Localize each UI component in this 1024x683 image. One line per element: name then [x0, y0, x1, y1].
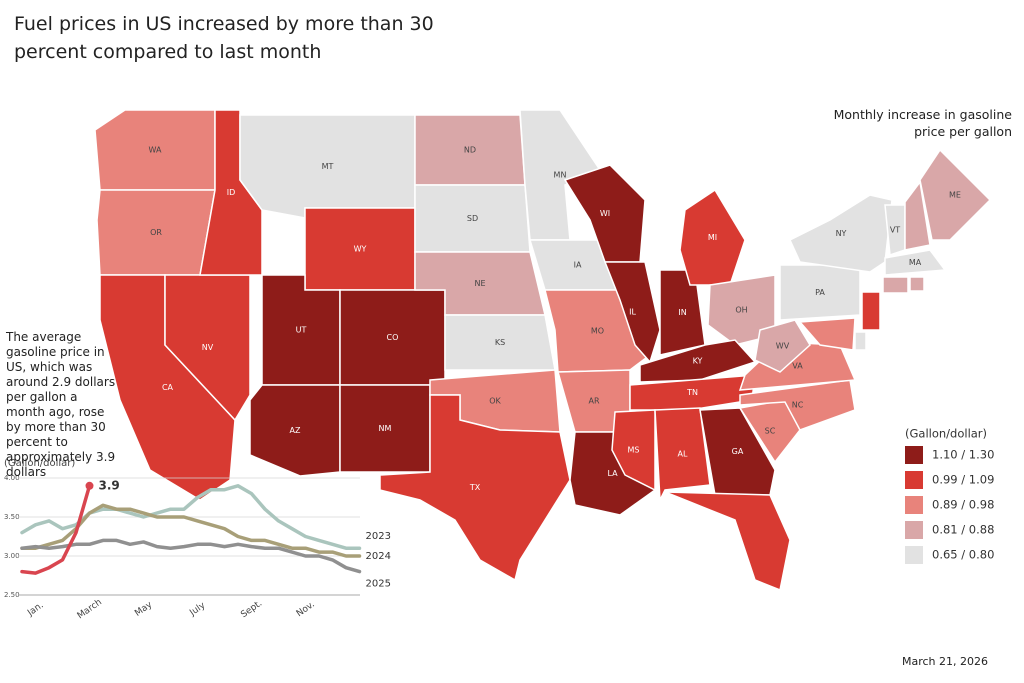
series-line [20, 503, 362, 558]
state [519, 109, 602, 241]
state-label: KY [693, 357, 703, 366]
state-label: MO [591, 327, 604, 336]
y-tick-label: 2.50 [4, 591, 20, 599]
y-axis-label: (Gallon/dollar) [4, 458, 75, 469]
state-label: LA [607, 469, 618, 478]
legend-label: 0.89 / 0.98 [932, 498, 994, 512]
state-label: KS [495, 338, 505, 347]
state-label: VA [792, 362, 803, 371]
series-line [20, 538, 362, 574]
state-label: IN [678, 308, 686, 317]
title: Fuel prices in US increased by more than… [14, 13, 434, 63]
state-label: MN [554, 171, 567, 180]
state-label: NY [836, 229, 847, 238]
series-label: 2025 [366, 579, 391, 590]
legend-unit: (Gallon/dollar) [905, 427, 987, 441]
state-label: ME [949, 191, 961, 200]
legend-swatch [905, 446, 923, 464]
state-label: SD [467, 214, 478, 223]
state [754, 319, 811, 373]
x-tick-label: Jan. [25, 601, 45, 619]
end-point [85, 481, 94, 490]
state-label: MI [708, 233, 717, 242]
state-label: FL [723, 537, 733, 546]
state [904, 180, 931, 251]
y-tick-label: 3.00 [4, 552, 20, 560]
legend-label: 1.10 / 1.30 [932, 448, 994, 462]
legend-label: 0.81 / 0.88 [932, 523, 994, 537]
state [707, 274, 776, 346]
state-label: GA [732, 447, 744, 456]
state-label: CO [387, 333, 399, 342]
data-label: 3.9 [99, 478, 120, 492]
legend-swatch [905, 546, 923, 564]
y-tick-label: 3.50 [4, 513, 20, 521]
state-label: IL [629, 308, 636, 317]
legend-swatch [905, 496, 923, 514]
x-tick-label: July [187, 600, 207, 618]
state [884, 249, 947, 276]
legend-swatch [905, 471, 923, 489]
state-label: OR [150, 228, 162, 237]
state-label: CA [162, 383, 174, 392]
state-label: OK [489, 397, 501, 406]
legend-swatch [905, 521, 923, 539]
state [861, 291, 881, 331]
series-line [20, 484, 92, 575]
date: March 21, 2026 [902, 655, 989, 668]
state-label: TN [686, 388, 698, 397]
state-label: IA [574, 261, 582, 270]
state [699, 407, 776, 496]
x-tick-label: March [76, 597, 104, 621]
state [919, 148, 992, 241]
state [798, 317, 856, 351]
x-tick-label: Nov. [295, 600, 317, 620]
state-label: MT [322, 162, 334, 171]
state [654, 407, 711, 503]
state-label: PA [815, 288, 825, 297]
state-label: NE [474, 279, 485, 288]
state-label: NV [202, 343, 214, 352]
x-tick-label: May [133, 600, 155, 619]
state-label: AR [588, 397, 599, 406]
series-label: 2023 [366, 531, 391, 542]
state-label: MS [628, 446, 640, 455]
state [909, 276, 925, 292]
state [664, 491, 791, 592]
state-label: AZ [290, 426, 301, 435]
legend-label: 0.99 / 1.09 [932, 473, 994, 487]
state [611, 409, 656, 492]
series-label: 2024 [366, 551, 391, 562]
state-label: WA [149, 146, 162, 155]
state-label: ND [464, 146, 476, 155]
state-label: OH [735, 306, 747, 315]
state-label: AL [678, 450, 688, 459]
legend-label: 0.65 / 0.80 [932, 548, 994, 562]
state-label: WV [776, 342, 790, 351]
state [882, 276, 909, 294]
state-label: WY [354, 245, 367, 254]
note: The average gasoline price in US, which … [6, 330, 116, 479]
state-label: WI [600, 209, 610, 218]
state [629, 374, 756, 411]
state-label: UT [296, 326, 307, 335]
x-tick-label: Sept. [239, 599, 264, 621]
state [639, 339, 757, 383]
state [854, 331, 867, 351]
state-label: ID [227, 188, 236, 197]
state-label: VT [890, 226, 900, 235]
state-label: TX [469, 483, 481, 492]
state-label: NM [379, 424, 392, 433]
state-label: MA [909, 258, 922, 267]
y-tick-label: 4.00 [4, 474, 20, 482]
state-label: NC [792, 401, 804, 410]
legend-heading: Monthly increase in gasoline price per g… [833, 107, 1012, 139]
state-label: SC [765, 427, 776, 436]
state [379, 394, 571, 582]
